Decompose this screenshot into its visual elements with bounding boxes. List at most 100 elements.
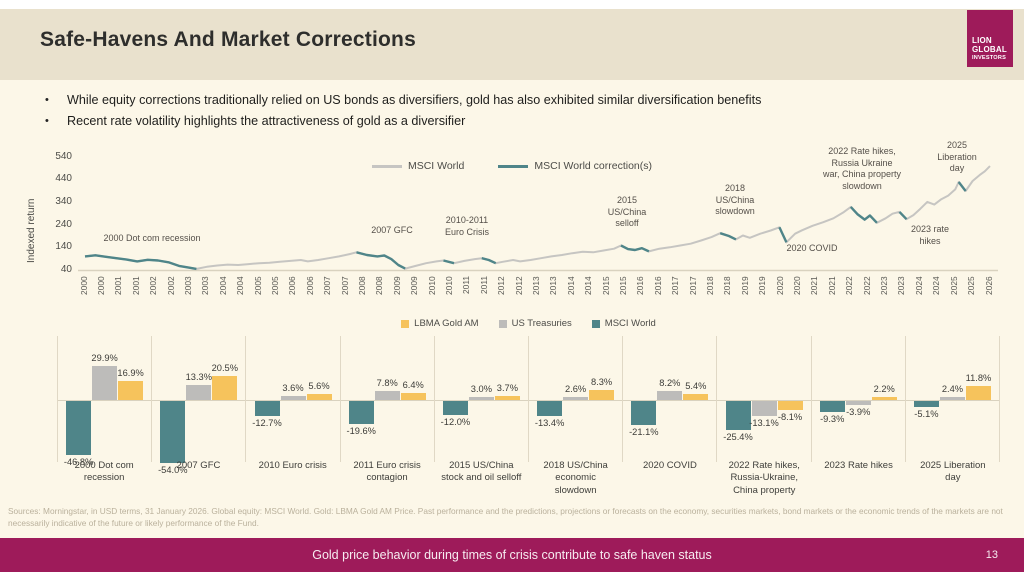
bar-value-label: -21.1% (629, 427, 659, 438)
bar-value-label: -3.9% (846, 407, 871, 418)
bar-value-label: 8.3% (591, 377, 613, 388)
bar-value-label: -5.1% (914, 408, 939, 419)
bar-group: -9.3% -3.9% 2.2% (810, 336, 905, 462)
bar-value-label: -12.0% (440, 416, 471, 427)
bar-group: -54.0% 13.3% 20.5% (151, 336, 245, 475)
y-tick-label: 40 (60, 264, 72, 275)
logo-line-3: INVESTORS (972, 54, 1007, 61)
x-tick-label: 2016 (635, 276, 646, 295)
bar-value-label: 5.6% (308, 380, 330, 391)
bar-us-treasuries (657, 390, 683, 400)
bar-value-label: 8.2% (659, 377, 681, 388)
bar-value-label: 2.6% (565, 384, 587, 394)
bar-lbma-gold-am (777, 401, 803, 411)
x-tick-label: 2007 (322, 276, 333, 295)
line-chart-svg (78, 165, 998, 272)
bar-value-label: 3.0% (470, 383, 493, 394)
msci-correction-segment (957, 181, 967, 192)
category-label: 2010 Euro crisis (258, 460, 327, 471)
bar-msci-world (160, 401, 186, 464)
bar-value-label: -25.4% (723, 432, 753, 443)
bar-msci-world (725, 401, 751, 431)
bar-value-label: 2.4% (941, 384, 964, 395)
bar-msci-world (348, 401, 374, 424)
msci-correction-segment (356, 251, 406, 270)
page-title: Safe-Havens And Market Corrections (40, 28, 416, 51)
legend-line-swatch (371, 164, 402, 168)
x-tick-label: 2014 (583, 276, 594, 295)
bar-lbma-gold-am (400, 392, 426, 400)
x-tick-label: 2025 (966, 276, 977, 295)
footer-message: Gold price behavior during times of cris… (312, 548, 712, 562)
bar-value-label: -9.3% (820, 413, 845, 424)
bar-us-treasuries (280, 395, 306, 400)
bar-group: -19.6% 7.8% 6.4% (339, 336, 434, 462)
x-tick-label: 2005 (252, 276, 263, 295)
bar-us-treasuries (92, 365, 118, 400)
bar-lbma-gold-am (118, 380, 144, 400)
category-label: 2011 Euro crisis contagion (353, 460, 421, 484)
bar-msci-world (913, 401, 939, 407)
msci-correction-segment (898, 211, 908, 221)
x-tick-label: 2004 (217, 276, 228, 295)
x-tick-label: 2023 (879, 276, 890, 295)
bullet-text: While equity corrections traditionally r… (67, 93, 762, 107)
legend-line-swatch (498, 164, 529, 168)
x-tick-label: 2000 (95, 276, 106, 295)
bar-lbma-gold-am (965, 386, 991, 400)
top-strip (0, 0, 1024, 9)
legend-label: LBMA Gold AM (414, 318, 479, 329)
line-chart-indexed-return: Indexed return 540 440 340 240 140 40 2000 2000… (0, 140, 1024, 316)
bar-msci-world (537, 401, 563, 417)
bullet-item: • While equity corrections traditionally… (45, 93, 985, 107)
bar-group: -12.7% 3.6% 5.6% (245, 336, 339, 462)
legend-label: MSCI World (407, 160, 465, 172)
legend-label: US Treasuries (511, 318, 572, 329)
legend-item: MSCI World correction(s) (498, 160, 652, 172)
x-tick-label: 2001 (130, 276, 141, 295)
footer-bar: Gold price behavior during times of cris… (0, 538, 1024, 572)
x-tick-label: 2003 (182, 276, 193, 295)
x-tick-label: 2020 (774, 276, 785, 295)
category-label: 2000 Dot com recession (74, 460, 134, 484)
chart-annotation: 2018 US/China slowdown (715, 183, 755, 217)
category-labels: 2000 Dot com recession 2007 GFC 2010 Euro … (57, 460, 1000, 497)
x-tick-label: 2018 (722, 276, 733, 295)
y-tick-label: 140 (55, 241, 72, 253)
category-label: 2020 COVID (642, 460, 697, 471)
bar-value-label: 11.8% (965, 373, 992, 384)
bar-group: -46.8% 29.9% 16.9% (57, 336, 151, 467)
legend-item: US Treasuries (498, 318, 572, 329)
msci-correction-segment (620, 244, 650, 253)
x-tick-label: 2002 (165, 276, 176, 295)
x-tick-label: 2022 (844, 276, 855, 295)
x-tick-label: 2015 (618, 276, 629, 295)
bar-lbma-gold-am (871, 397, 897, 400)
x-tick-label: 2025 (948, 276, 959, 295)
chart-annotation: 2022 Rate hikes, Russia Ukraine war, Chi… (822, 146, 902, 192)
x-tick-label: 2006 (304, 276, 315, 295)
bar-value-label: 16.9% (117, 367, 144, 378)
bar-groups: -46.8% 29.9% 16.9% -54.0% 13.3% 20.5% -12.7% 3.… (57, 336, 1001, 475)
x-tick-label: 2009 (409, 276, 420, 295)
chart-annotation: 2025 Liberation day (937, 140, 977, 174)
bar-us-treasuries (751, 401, 777, 417)
bullet-item: • Recent rate volatility highlights the … (45, 114, 985, 128)
bar-value-label: -19.6% (346, 425, 376, 436)
msci-correction-segment (849, 206, 878, 224)
msci-correction-segment (84, 254, 197, 271)
legend-square-swatch (401, 319, 410, 328)
page-number: 13 (985, 549, 998, 561)
bar-lbma-gold-am (306, 393, 332, 400)
bar-msci-world (819, 401, 845, 412)
bar-msci-world (66, 401, 92, 455)
x-tick-label: 2026 (983, 276, 994, 295)
bar-group: -5.1% 2.4% 11.8% (904, 336, 1001, 462)
legend-label: MSCI World correction(s) (534, 160, 653, 172)
y-tick-label: 540 (55, 150, 72, 162)
bar-value-label: -54.0% (158, 465, 188, 476)
x-tick-label: 2013 (548, 276, 559, 295)
logo-line-2: GLOBAL (972, 44, 1007, 54)
chart-annotation: 2010-2011 Euro Crisis (444, 215, 490, 237)
bar-value-label: -12.7% (252, 417, 282, 428)
